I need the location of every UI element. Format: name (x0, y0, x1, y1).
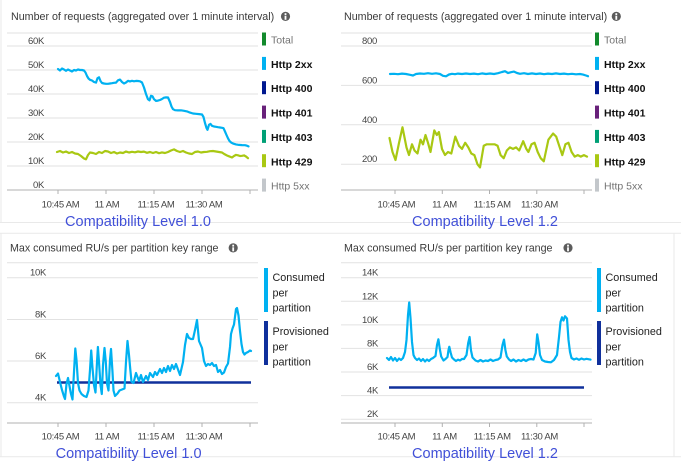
svg-text:Http 400: Http 400 (604, 83, 646, 95)
svg-text:Http 2xx: Http 2xx (604, 59, 646, 71)
svg-text:14K: 14K (362, 268, 379, 279)
svg-text:0K: 0K (33, 180, 45, 191)
svg-text:60K: 60K (28, 36, 45, 47)
svg-text:10:45 AM: 10:45 AM (378, 432, 416, 443)
svg-text:11:15 AM: 11:15 AM (137, 200, 174, 211)
svg-text:20K: 20K (28, 132, 45, 143)
svg-text:Provisioned: Provisioned (273, 326, 329, 338)
svg-text:Max consumed RU/s per partitio: Max consumed RU/s per partition key rang… (10, 243, 219, 255)
svg-text:Total: Total (604, 35, 626, 47)
svg-text:Http 403: Http 403 (271, 132, 313, 144)
svg-text:Max consumed RU/s per partitio: Max consumed RU/s per partition key rang… (344, 243, 553, 255)
svg-text:10:45 AM: 10:45 AM (42, 200, 80, 211)
svg-text:11 AM: 11 AM (432, 200, 457, 211)
svg-text:11:15 AM: 11:15 AM (474, 200, 511, 211)
svg-text:11 AM: 11 AM (95, 200, 120, 211)
svg-text:partition: partition (273, 303, 311, 315)
svg-text:8K: 8K (35, 310, 47, 321)
svg-text:Compatibility Level 1.0: Compatibility Level 1.0 (65, 214, 211, 230)
svg-text:4K: 4K (367, 386, 379, 397)
svg-text:11:30 AM: 11:30 AM (185, 200, 222, 211)
svg-text:Provisioned: Provisioned (606, 326, 662, 338)
svg-text:6K: 6K (35, 351, 47, 362)
svg-text:Number of requests (aggregated: Number of requests (aggregated over 1 mi… (344, 11, 607, 23)
svg-text:800: 800 (362, 36, 377, 47)
svg-text:Http 403: Http 403 (604, 132, 646, 144)
svg-text:Http 401: Http 401 (271, 108, 313, 120)
svg-text:per: per (273, 341, 289, 353)
svg-text:4K: 4K (35, 393, 47, 404)
svg-text:per: per (606, 287, 622, 299)
svg-text:Http 429: Http 429 (604, 156, 646, 168)
svg-text:partition: partition (606, 357, 644, 369)
svg-text:Consumed: Consumed (273, 272, 325, 284)
svg-text:10K: 10K (362, 315, 379, 326)
svg-text:per: per (273, 287, 289, 299)
svg-text:Compatibility Level 1.2: Compatibility Level 1.2 (412, 446, 558, 462)
svg-text:600: 600 (362, 75, 377, 86)
svg-text:10:45 AM: 10:45 AM (42, 432, 80, 443)
svg-text:Http 401: Http 401 (604, 108, 646, 120)
svg-text:11:30 AM: 11:30 AM (185, 432, 222, 443)
svg-text:400: 400 (362, 115, 377, 126)
svg-text:Http 429: Http 429 (271, 156, 313, 168)
svg-text:11:15 AM: 11:15 AM (137, 432, 174, 443)
svg-text:50K: 50K (28, 60, 45, 71)
svg-text:Http 5xx: Http 5xx (271, 181, 310, 193)
svg-text:partition: partition (606, 303, 644, 315)
svg-text:11 AM: 11 AM (95, 432, 120, 443)
svg-text:12K: 12K (362, 291, 379, 302)
svg-text:11:30 AM: 11:30 AM (521, 432, 558, 443)
svg-text:Compatibility Level 1.2: Compatibility Level 1.2 (412, 214, 558, 230)
svg-text:Http 5xx: Http 5xx (604, 181, 643, 193)
svg-text:Http 400: Http 400 (271, 83, 313, 95)
svg-text:Total: Total (271, 35, 293, 47)
svg-text:11:15 AM: 11:15 AM (474, 432, 511, 443)
svg-text:per: per (606, 341, 622, 353)
svg-text:10:45 AM: 10:45 AM (378, 200, 416, 211)
svg-text:partition: partition (273, 357, 311, 369)
svg-text:200: 200 (362, 154, 377, 165)
svg-text:10K: 10K (30, 268, 47, 279)
svg-text:Http 2xx: Http 2xx (271, 59, 313, 71)
svg-text:6K: 6K (367, 362, 379, 373)
svg-text:Compatibility Level 1.0: Compatibility Level 1.0 (56, 446, 202, 462)
svg-text:Consumed: Consumed (606, 272, 658, 284)
svg-text:2K: 2K (367, 409, 379, 420)
svg-text:30K: 30K (28, 108, 45, 119)
svg-text:Number of requests (aggregated: Number of requests (aggregated over 1 mi… (11, 11, 274, 23)
svg-text:11:30 AM: 11:30 AM (521, 200, 558, 211)
svg-text:11 AM: 11 AM (432, 432, 457, 443)
svg-text:40K: 40K (28, 84, 45, 95)
svg-text:8K: 8K (367, 338, 379, 349)
svg-text:10K: 10K (28, 156, 45, 167)
